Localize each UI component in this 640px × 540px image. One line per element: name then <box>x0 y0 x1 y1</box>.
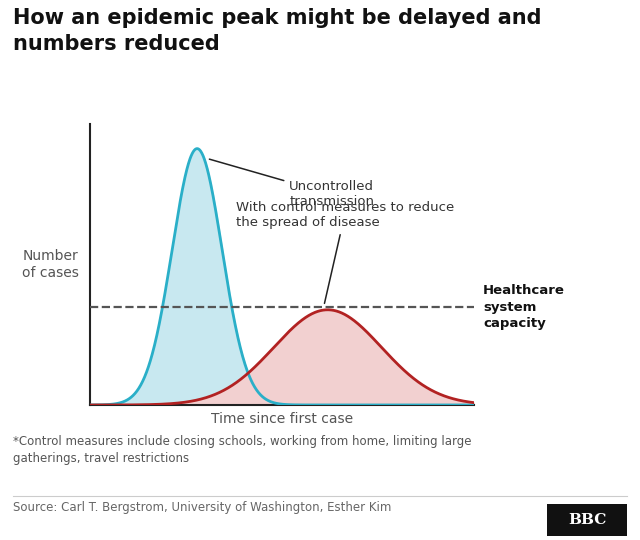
Y-axis label: Number
of cases: Number of cases <box>22 249 79 280</box>
Text: Uncontrolled
transmission: Uncontrolled transmission <box>209 159 374 208</box>
Text: BBC: BBC <box>568 513 606 527</box>
Text: How an epidemic peak might be delayed and
numbers reduced: How an epidemic peak might be delayed an… <box>13 8 541 53</box>
Text: With control measures to reduce
the spread of disease: With control measures to reduce the spre… <box>236 201 454 303</box>
Text: Source: Carl T. Bergstrom, University of Washington, Esther Kim: Source: Carl T. Bergstrom, University of… <box>13 501 391 514</box>
X-axis label: Time since first case: Time since first case <box>211 412 353 426</box>
Text: *Control measures include closing schools, working from home, limiting large
gat: *Control measures include closing school… <box>13 435 471 465</box>
Text: Healthcare
system
capacity: Healthcare system capacity <box>483 285 565 330</box>
